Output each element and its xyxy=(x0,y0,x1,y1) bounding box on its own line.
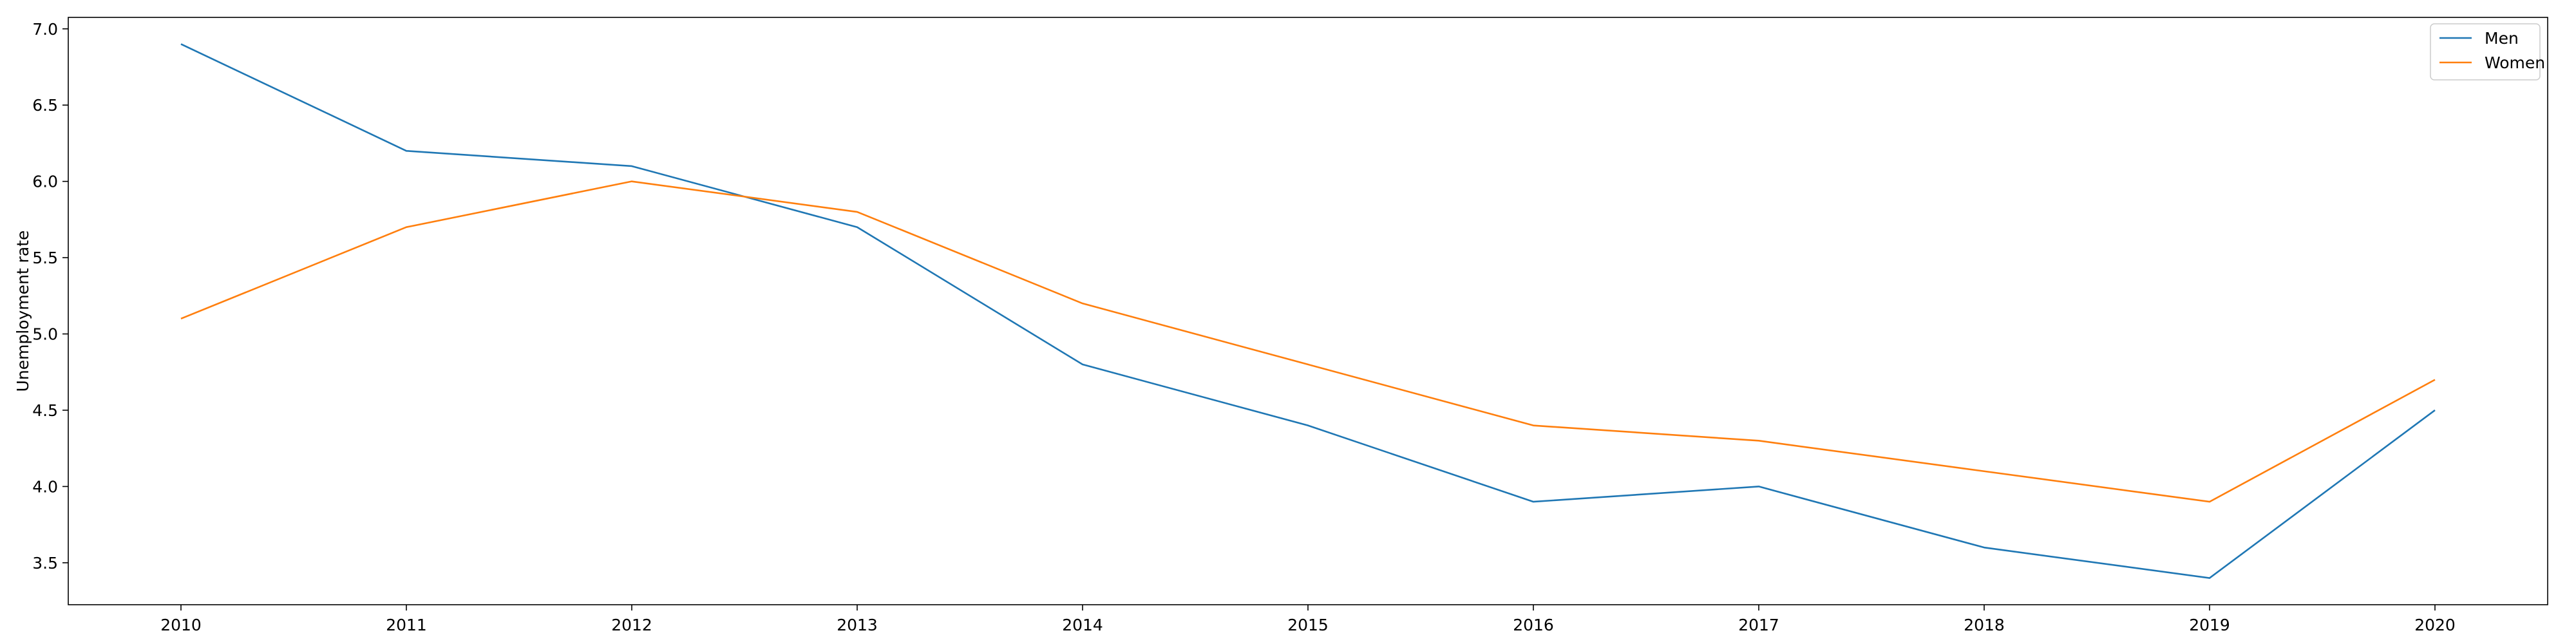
y-tick-label: 7.0 xyxy=(32,20,58,39)
x-tick-label: 2010 xyxy=(160,616,202,634)
x-tick-label: 2015 xyxy=(1287,616,1329,634)
y-tick-label: 5.0 xyxy=(32,325,58,344)
y-tick-label: 4.0 xyxy=(32,477,58,496)
series-line-men xyxy=(180,43,2436,579)
x-tick-label: 2014 xyxy=(1062,616,1103,634)
series-layer xyxy=(180,43,2436,579)
x-tick-label: 2013 xyxy=(837,616,878,634)
y-tick-label: 6.0 xyxy=(32,173,58,191)
y-tick-label: 4.5 xyxy=(32,401,58,420)
x-tick-label: 2017 xyxy=(1738,616,1779,634)
y-axis-ticks: 3.5 4.0 4.5 5.0 5.5 6.0 6.5 7.0 xyxy=(32,20,68,573)
x-tick-label: 2019 xyxy=(2189,616,2230,634)
series-line-women xyxy=(180,180,2436,503)
y-tick-label: 3.5 xyxy=(32,554,58,573)
legend-label-women: Women xyxy=(2485,53,2545,72)
y-tick-label: 6.5 xyxy=(32,96,58,115)
y-axis-label: Unemployment rate xyxy=(14,231,32,392)
x-tick-label: 2020 xyxy=(2414,616,2456,634)
x-tick-label: 2018 xyxy=(1964,616,2005,634)
legend: Men Women xyxy=(2430,23,2545,80)
legend-label-men: Men xyxy=(2485,29,2519,48)
x-tick-label: 2016 xyxy=(1513,616,1554,634)
x-tick-label: 2011 xyxy=(386,616,427,634)
x-axis-ticks: 2010 2011 2012 2013 2014 2015 2016 2017 2018 2019… xyxy=(160,605,2456,634)
y-tick-label: 5.5 xyxy=(32,249,58,267)
x-tick-label: 2012 xyxy=(611,616,652,634)
